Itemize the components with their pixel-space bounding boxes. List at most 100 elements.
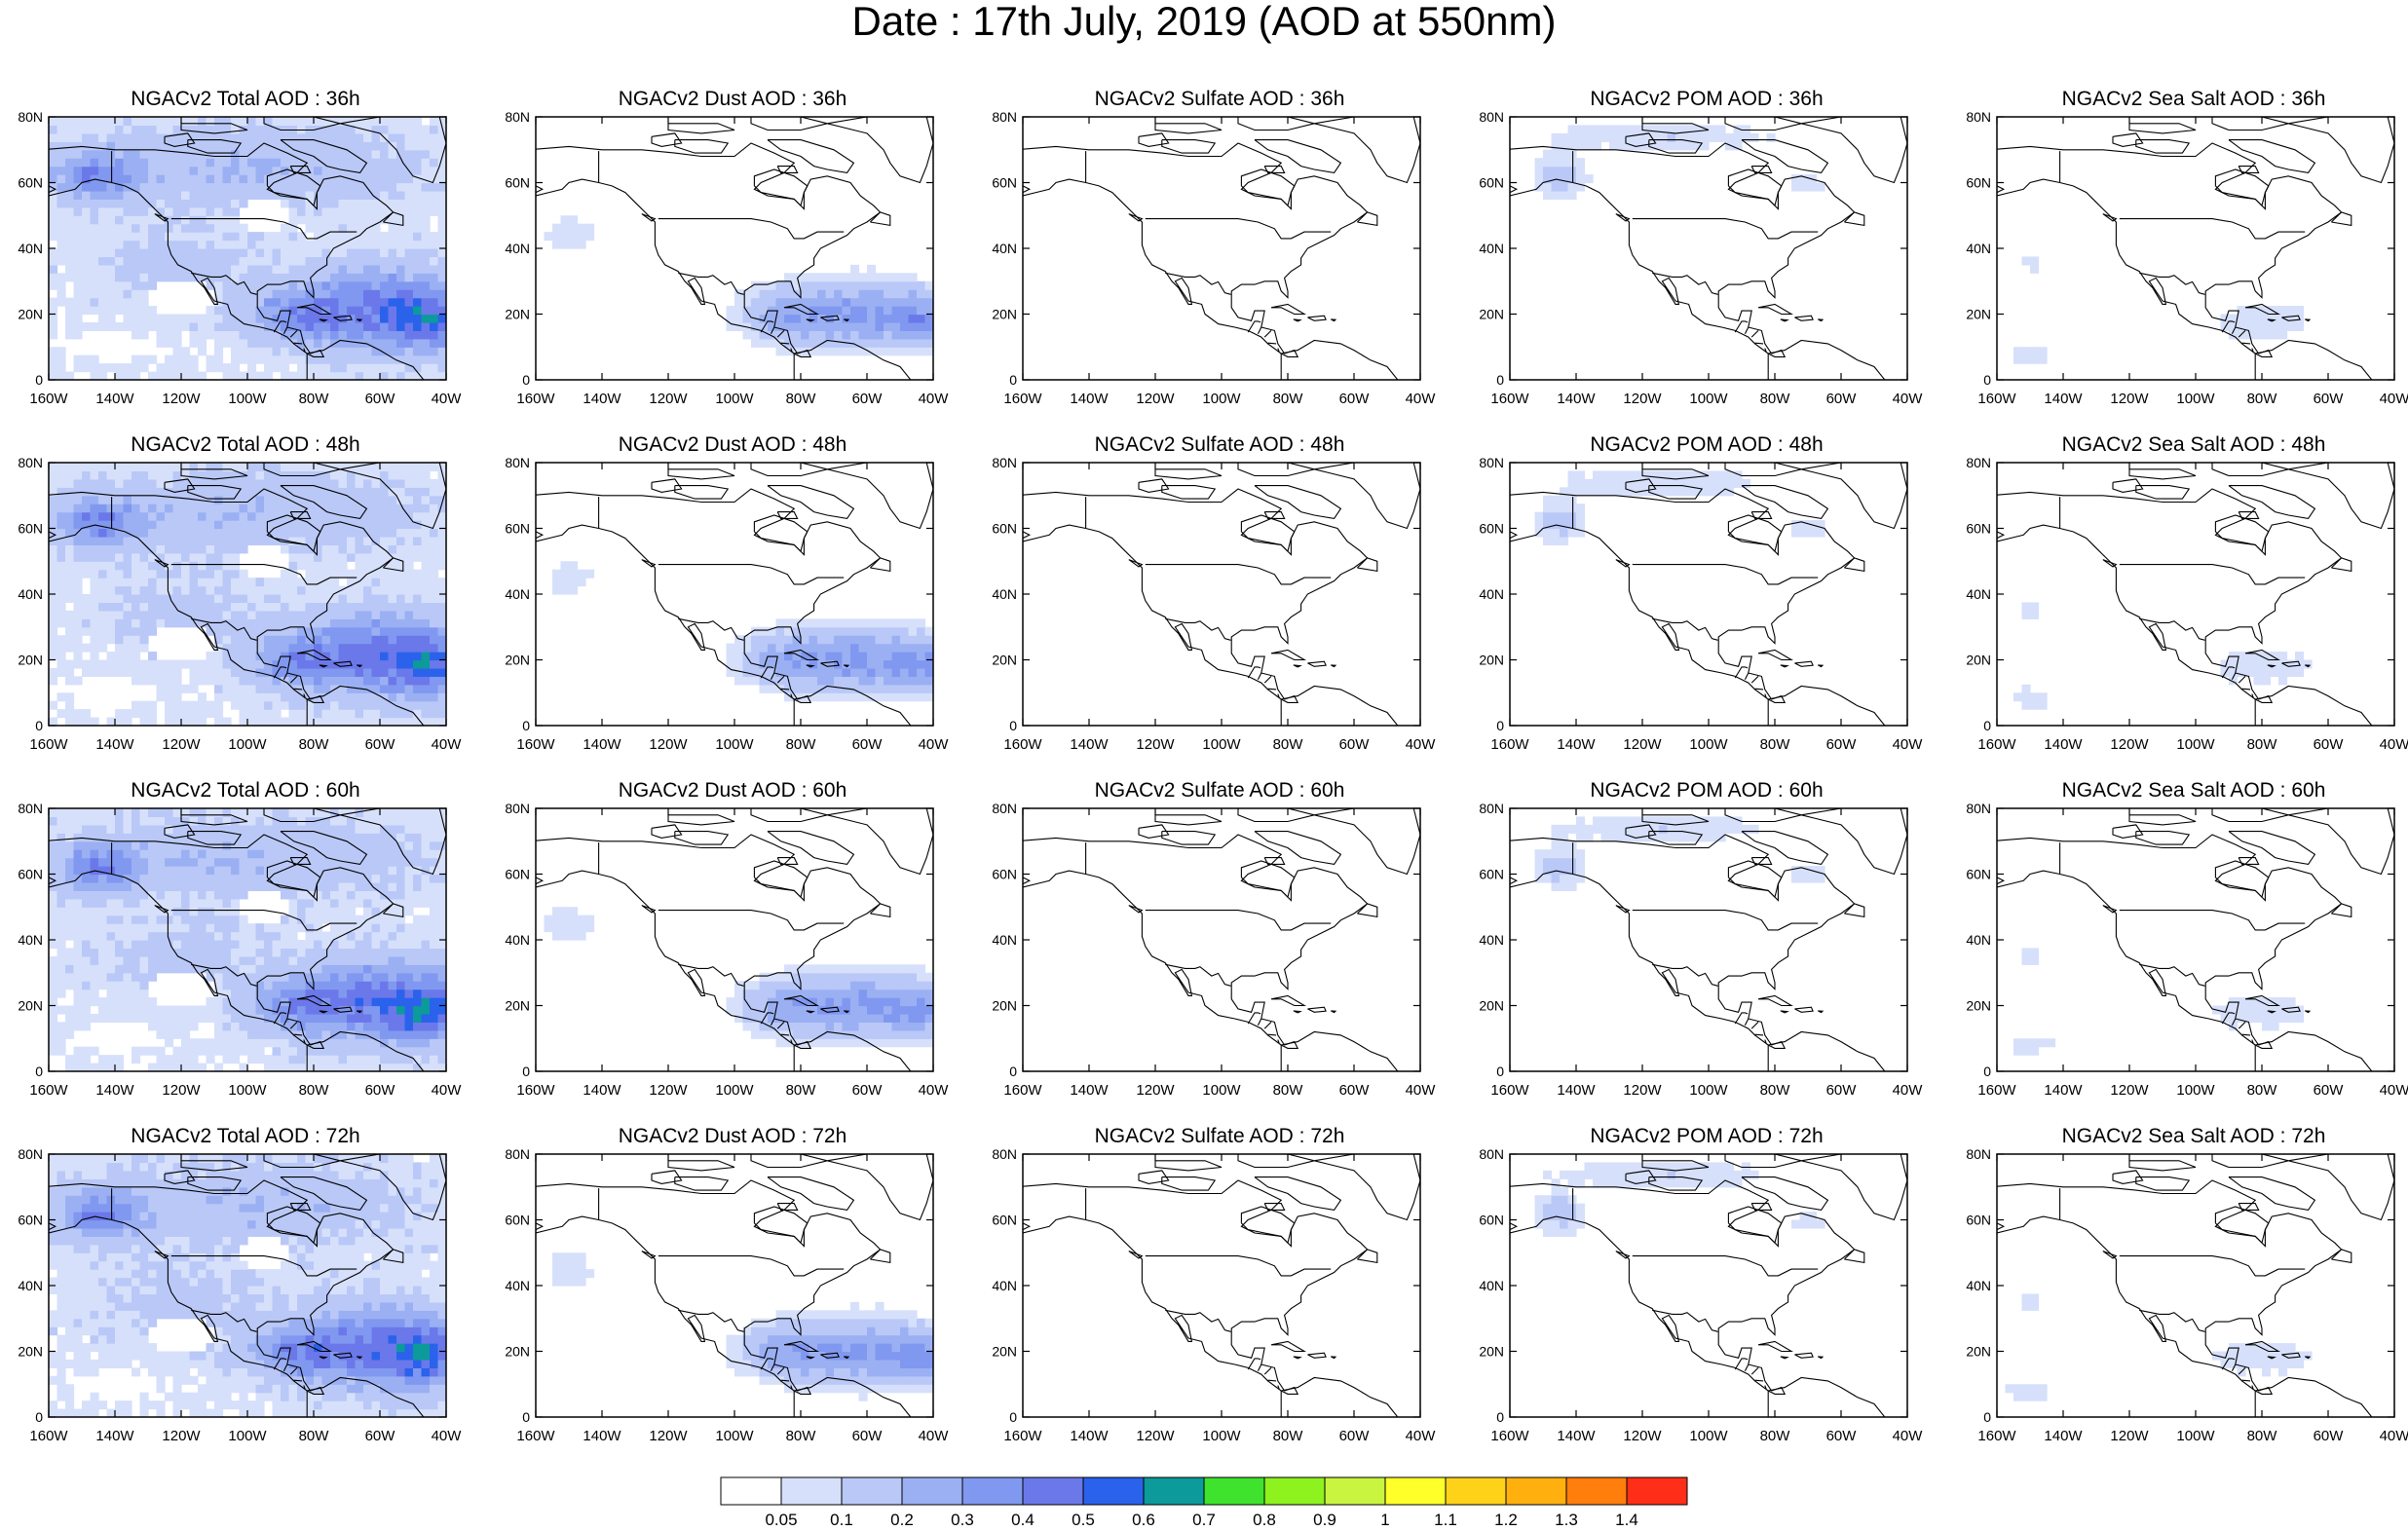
panel-title: NGACv2 POM AOD : 72h [1590,1125,1824,1147]
lon-tick-label: 160W [29,391,68,407]
lon-tick-label: 160W [1003,391,1042,407]
colorbar-label: 0.4 [1011,1511,1035,1529]
lon-tick-label: 100W [715,1082,754,1099]
lon-tick-label: 120W [1623,1082,1662,1099]
coastlines [49,117,446,380]
aod-field [536,1154,933,1417]
lon-tick-label: 120W [1623,391,1662,407]
lat-tick-label: 80N [1966,455,1991,470]
aod-field [49,463,446,726]
lat-tick-label: 0 [35,718,43,733]
map-panel-total-60h: NGACv2 Total AOD : 60h 80N 60N 40N 20N 0 160W 1… [0,779,487,1120]
panel-title: NGACv2 Total AOD : 72h [131,1125,360,1147]
coastlines [1023,808,1420,1071]
colorbar-label: 0.2 [890,1511,914,1529]
lat-tick-label: 60N [1966,521,1991,537]
lon-tick-label: 140W [1070,736,1109,753]
lon-tick-label: 100W [228,391,267,407]
map-panel-total-48h: NGACv2 Total AOD : 48h 80N 60N 40N 20N 0 160W 1… [0,433,487,774]
lat-tick-label: 0 [1009,1409,1017,1425]
lat-tick-label: 0 [1983,1064,1991,1079]
map-panel-seasalt-48h: NGACv2 Sea Salt AOD : 48h 80N 60N 40N 20N 0 16… [1948,433,2408,774]
lat-tick-label: 60N [992,175,1017,191]
lat-tick-label: 40N [1479,241,1504,256]
lat-tick-label: 80N [992,109,1017,125]
map-svg: 80N 60N 40N 20N 0 160W 140W 120W 100W 80W 60W 40W [18,455,463,753]
lat-tick-label: 20N [18,307,43,322]
lat-tick-label: 0 [1496,718,1504,733]
aod-field [1510,1154,1907,1417]
lat-tick-label: 0 [1009,1064,1017,1079]
colorbar-swatch [1324,1476,1386,1506]
map-svg: 80N 60N 40N 20N 0 160W 140W 120W 100W 80W 60W 40W [1966,109,2408,407]
panel-title: NGACv2 Sea Salt AOD : 60h [2061,779,2326,802]
panel-title: NGACv2 Sulfate AOD : 36h [1094,88,1345,110]
lat-tick-label: 80N [18,109,43,125]
lon-tick-label: 100W [715,391,754,407]
lon-tick-label: 160W [1490,1428,1529,1444]
panel-title: NGACv2 Total AOD : 48h [131,433,360,456]
lat-tick-label: 80N [505,455,530,470]
lon-tick-label: 160W [29,736,68,753]
aod-field [1023,1154,1420,1417]
lat-tick-label: 60N [1966,175,1991,191]
aod-field [1997,117,2394,380]
coastlines [49,463,446,726]
colorbar-swatch [720,1476,782,1506]
map-panel-pom-72h: NGACv2 POM AOD : 72h 80N 60N 40N 20N 0 160W 140… [1461,1125,1948,1466]
lat-tick-label: 40N [1966,241,1991,256]
lon-tick-label: 160W [1490,391,1529,407]
map-svg: 80N 60N 40N 20N 0 160W 140W 120W 100W 80W 60W 40W [1479,109,1923,407]
lat-tick-label: 80N [992,1146,1017,1162]
map-svg: 80N 60N 40N 20N 0 160W 140W 120W 100W 80W 60W 40W [505,455,949,753]
map-svg: 80N 60N 40N 20N 0 160W 140W 120W 100W 80W 60W 40W [992,1146,1437,1444]
panel-title: NGACv2 Sea Salt AOD : 72h [2061,1125,2326,1147]
lon-tick-label: 120W [649,1082,688,1099]
lon-tick-label: 40W [1406,1428,1437,1444]
lat-tick-label: 20N [1479,307,1504,322]
map-svg: 80N 60N 40N 20N 0 160W 140W 120W 100W 80W 60W 40W [992,109,1436,407]
lat-tick-label: 60N [992,867,1017,882]
lon-tick-label: 140W [95,1428,134,1444]
lon-tick-label: 80W [299,1082,330,1099]
lon-tick-label: 100W [715,736,754,753]
lon-tick-label: 40W [1893,1082,1924,1099]
lon-tick-label: 80W [2247,391,2278,407]
lat-tick-label: 60N [505,521,530,537]
lon-tick-label: 140W [1070,391,1109,407]
lon-tick-label: 80W [1273,1428,1304,1444]
lon-tick-label: 100W [1202,391,1241,407]
lon-tick-label: 40W [432,736,463,753]
lon-tick-label: 60W [852,736,884,753]
lat-tick-label: 0 [1983,718,1991,733]
lat-tick-label: 80N [18,1146,43,1162]
map-panel-sulfate-36h: NGACv2 Sulfate AOD : 36h 80N 60N 40N 20N 0 160… [974,88,1461,429]
lon-tick-label: 80W [1273,736,1304,753]
lat-tick-label: 60N [505,175,530,191]
coastlines [536,463,933,726]
lat-tick-label: 40N [992,932,1017,948]
map-svg: 80N 60N 40N 20N 0 160W 140W 120W 100W 80W 60W 40W [505,801,949,1099]
lat-tick-label: 0 [522,718,530,733]
map-svg: 80N 60N 40N 20N 0 160W 140W 120W 100W 80W 60W 40W [18,109,462,407]
lon-tick-label: 60W [2314,1428,2345,1444]
lon-tick-label: 140W [1070,1082,1109,1099]
lon-tick-label: 60W [1339,391,1371,407]
lon-tick-label: 100W [2176,391,2215,407]
coastlines [49,1154,446,1417]
coastlines [536,808,933,1071]
lat-tick-label: 40N [18,1278,43,1293]
lat-tick-label: 60N [992,1213,1017,1228]
lon-tick-label: 120W [2110,1082,2149,1099]
lat-tick-label: 0 [522,1409,530,1425]
lat-tick-label: 80N [1479,455,1504,470]
lat-tick-label: 60N [1479,175,1504,191]
lon-tick-label: 120W [649,736,688,753]
lon-tick-label: 80W [786,1428,817,1444]
lon-tick-label: 140W [1557,1082,1596,1099]
aod-field [1023,463,1420,726]
lon-tick-label: 100W [1689,1428,1728,1444]
lon-tick-label: 140W [2044,391,2083,407]
colorbar-swatch [901,1476,963,1506]
coastlines [1997,1154,2394,1417]
